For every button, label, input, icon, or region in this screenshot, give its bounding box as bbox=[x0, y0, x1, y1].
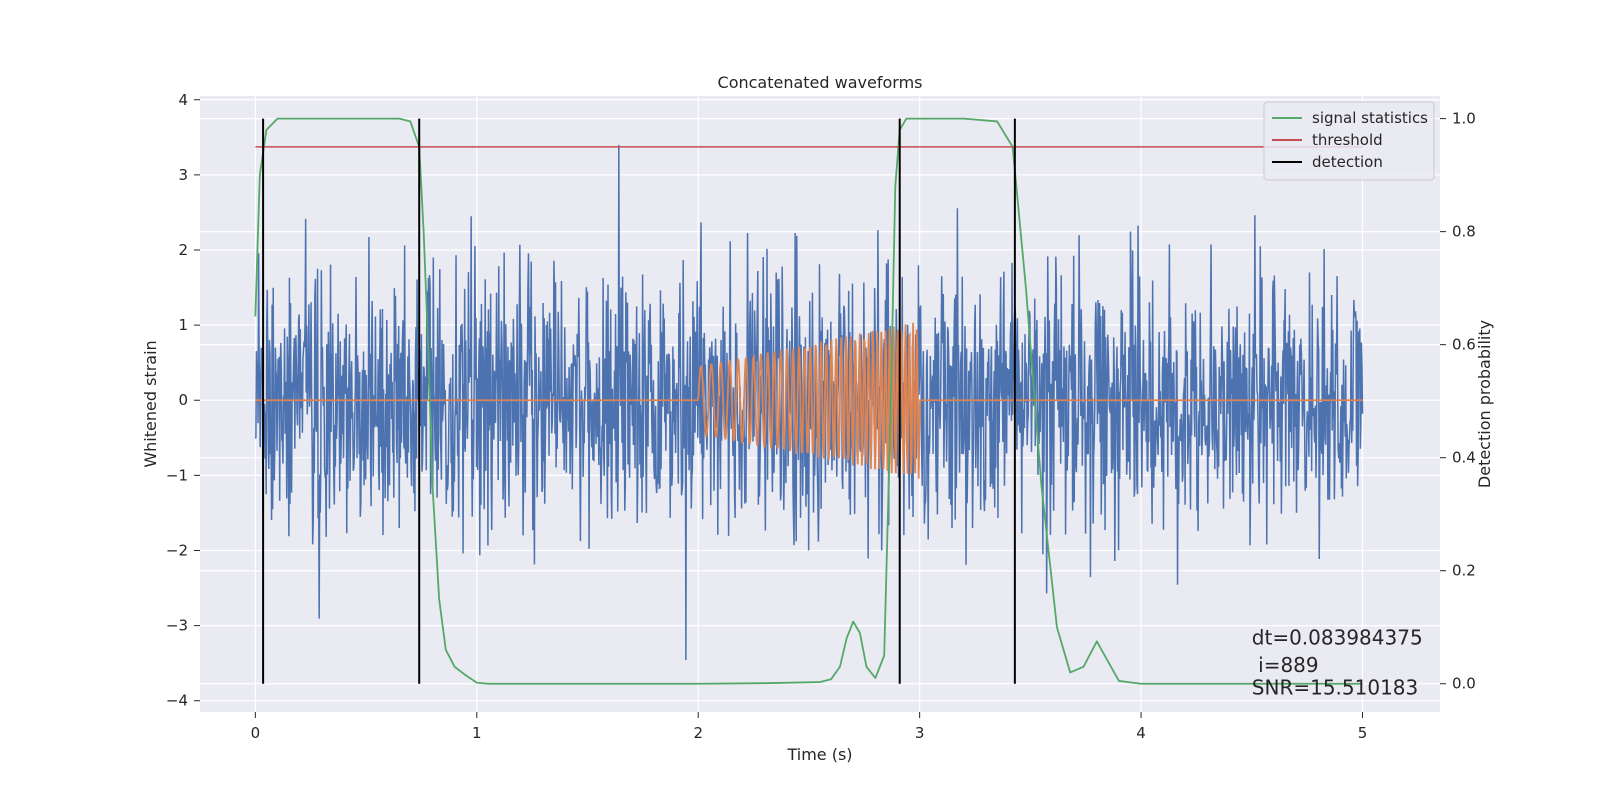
legend-frame bbox=[1263, 101, 1435, 181]
annotation-text: SNR=15.510183 bbox=[1252, 676, 1418, 700]
x-tick-label: 4 bbox=[1136, 724, 1146, 742]
y-right-tick-label: 0.0 bbox=[1452, 675, 1476, 693]
y-right-tick-label: 1.0 bbox=[1452, 110, 1476, 128]
x-tick-label: 2 bbox=[693, 724, 703, 742]
y-axis-right-label: Detection probability bbox=[1475, 320, 1494, 488]
y-tick-label: 3 bbox=[178, 166, 188, 184]
y-tick-label: 4 bbox=[178, 91, 188, 109]
y-tick-label: 1 bbox=[178, 316, 188, 334]
series-template bbox=[255, 322, 1363, 479]
y-tick-label: 2 bbox=[178, 241, 188, 259]
y-right-tick-label: 0.6 bbox=[1452, 336, 1476, 354]
y-tick-label: −2 bbox=[166, 541, 188, 559]
series-whitened-strain bbox=[254, 144, 1364, 661]
legend-label: threshold bbox=[1312, 131, 1383, 149]
x-tick-label: 1 bbox=[472, 724, 482, 742]
annotation-text: dt=0.083984375 bbox=[1252, 625, 1423, 649]
y-right-tick-label: 0.2 bbox=[1452, 562, 1476, 580]
y-axis-left: −4 −3 −2 −1 0 1 2 3 4 bbox=[166, 91, 200, 710]
y-tick-label: −3 bbox=[166, 617, 188, 635]
series-signal-statistics bbox=[254, 117, 1363, 685]
y-axis-label: Whitened strain bbox=[141, 340, 160, 467]
legend: signal statistics threshold detection bbox=[1263, 101, 1435, 181]
annotation-text: i=889 bbox=[1252, 653, 1319, 677]
y-right-tick-label: 0.8 bbox=[1452, 223, 1476, 241]
x-tick-label: 3 bbox=[915, 724, 925, 742]
legend-label: signal statistics bbox=[1312, 109, 1428, 127]
x-axis-label: Time (s) bbox=[786, 745, 852, 764]
legend-label: detection bbox=[1312, 153, 1383, 171]
chart-title: Concatenated waveforms bbox=[718, 73, 923, 92]
y-tick-label: 0 bbox=[178, 391, 188, 409]
x-axis: 0 1 2 3 4 5 bbox=[251, 712, 1368, 742]
y-axis-right: 0.0 0.2 0.4 0.6 0.8 1.0 bbox=[1440, 110, 1476, 693]
y-right-tick-label: 0.4 bbox=[1452, 449, 1476, 467]
y-tick-label: −1 bbox=[166, 466, 188, 484]
x-tick-label: 5 bbox=[1358, 724, 1368, 742]
y-tick-label: −4 bbox=[166, 692, 188, 710]
x-tick-label: 0 bbox=[251, 724, 261, 742]
